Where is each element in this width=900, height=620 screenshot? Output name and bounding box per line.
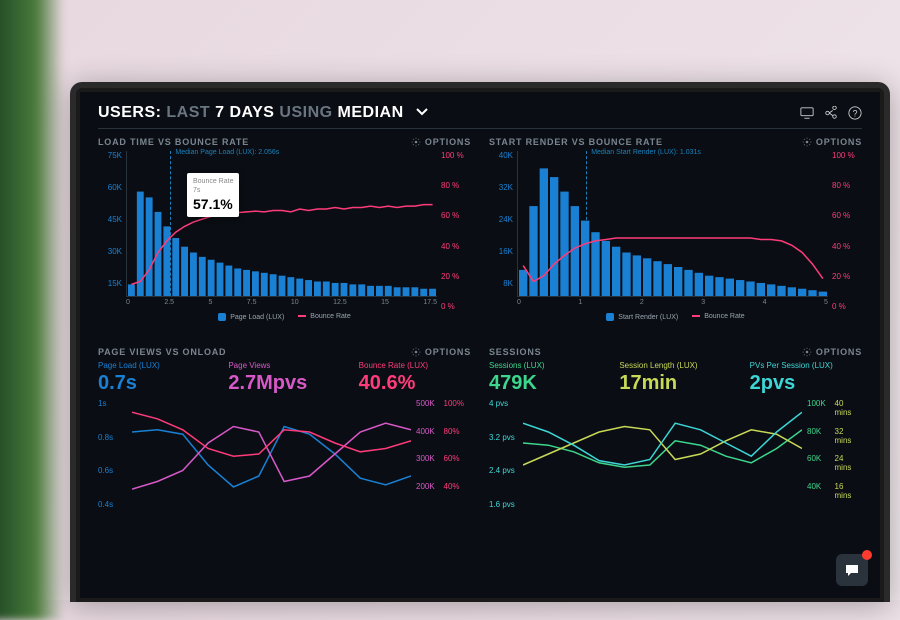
title-aggregate: MEDIAN	[338, 104, 404, 121]
plot-area: Median Page Load (LUX): 2.056s Bounce Ra…	[126, 151, 437, 297]
panel-title: START RENDER VS BOUNCE RATE	[489, 137, 663, 147]
y-axis-right: 100 %80 %60 %40 %20 %0 %	[441, 151, 471, 311]
title-dim2: USING	[279, 104, 332, 121]
y-axis-left: 4 pvs3.2 pvs2.4 pvs1.6 pvs	[489, 399, 519, 509]
chart-page-views: 1s0.8s0.6s0.4s 500K100%400K80%300K60%200…	[98, 399, 471, 509]
legend: Start Render (LUX) Bounce Rate	[489, 313, 862, 321]
legend-bar: Page Load (LUX)	[218, 313, 284, 321]
svg-text:?: ?	[853, 109, 858, 119]
header: USERS: LAST 7 DAYS USING MEDIAN ?	[98, 104, 862, 122]
title-prefix: USERS:	[98, 104, 161, 121]
dashboard-screen: USERS: LAST 7 DAYS USING MEDIAN ? LOAD T…	[80, 92, 880, 598]
divider	[98, 128, 862, 129]
options-button[interactable]: OPTIONS	[802, 347, 862, 357]
panel-title: LOAD TIME VS BOUNCE RATE	[98, 137, 249, 147]
panel-title: SESSIONS	[489, 347, 541, 357]
stats-row: Page Load (LUX)0.7sPage Views2.7MpvsBoun…	[98, 361, 471, 395]
panel-load-time: LOAD TIME VS BOUNCE RATE OPTIONS 75K60K4…	[98, 137, 471, 337]
chart-load-time: 75K60K45K30K15K 100 %80 %60 %40 %20 %0 %…	[98, 151, 471, 311]
stats-row: Sessions (LUX)479KSession Length (LUX)17…	[489, 361, 862, 395]
title-days: 7 DAYS	[215, 104, 274, 121]
plot-area	[523, 399, 802, 509]
x-axis: 02.557.51012.51517.5	[126, 299, 437, 311]
chart-sessions: 4 pvs3.2 pvs2.4 pvs1.6 pvs 100K40 mins80…	[489, 399, 862, 509]
laptop-frame: USERS: LAST 7 DAYS USING MEDIAN ? LOAD T…	[70, 82, 890, 602]
tooltip-value: 57.1%	[193, 195, 233, 213]
page-title[interactable]: USERS: LAST 7 DAYS USING MEDIAN	[98, 104, 429, 122]
panel-page-views: PAGE VIEWS VS ONLOAD OPTIONS Page Load (…	[98, 347, 471, 527]
y-axis-right: 100 %80 %60 %40 %20 %0 %	[832, 151, 862, 311]
plot-area: Median Start Render (LUX): 1.031s	[517, 151, 828, 297]
chart-start-render: 40K32K24K16K8K 100 %80 %60 %40 %20 %0 % …	[489, 151, 862, 311]
title-dim1: LAST	[166, 104, 210, 121]
y-axis-right: 500K100%400K80%300K60%200K40%	[416, 399, 471, 509]
y-axis-left: 40K32K24K16K8K	[489, 151, 513, 311]
plot-area	[132, 399, 411, 509]
legend-line: Bounce Rate	[692, 313, 744, 321]
help-icon[interactable]: ?	[848, 106, 862, 120]
y-axis-left: 1s0.8s0.6s0.4s	[98, 399, 128, 509]
tooltip-label: Bounce Rate	[193, 177, 233, 186]
tooltip-sub: 7s	[193, 186, 233, 195]
monitor-icon[interactable]	[800, 106, 814, 120]
legend-bar: Start Render (LUX)	[606, 313, 678, 321]
y-axis-left: 75K60K45K30K15K	[98, 151, 122, 311]
panel-title: PAGE VIEWS VS ONLOAD	[98, 347, 226, 357]
options-button[interactable]: OPTIONS	[411, 137, 471, 147]
chevron-down-icon[interactable]	[415, 104, 429, 122]
panel-sessions: SESSIONS OPTIONS Sessions (LUX)479KSessi…	[489, 347, 862, 527]
legend: Page Load (LUX) Bounce Rate	[98, 313, 471, 321]
header-icons: ?	[800, 106, 862, 120]
options-button[interactable]: OPTIONS	[411, 347, 471, 357]
panel-grid: LOAD TIME VS BOUNCE RATE OPTIONS 75K60K4…	[98, 137, 862, 527]
y-axis-right: 100K40 mins80K32 mins60K24 mins40K16 min…	[807, 399, 862, 509]
share-icon[interactable]	[824, 106, 838, 120]
x-axis: 012345	[517, 299, 828, 311]
legend-line: Bounce Rate	[298, 313, 350, 321]
options-button[interactable]: OPTIONS	[802, 137, 862, 147]
tooltip: Bounce Rate 7s 57.1%	[187, 173, 239, 217]
panel-start-render: START RENDER VS BOUNCE RATE OPTIONS 40K3…	[489, 137, 862, 337]
chat-button[interactable]	[836, 554, 868, 586]
